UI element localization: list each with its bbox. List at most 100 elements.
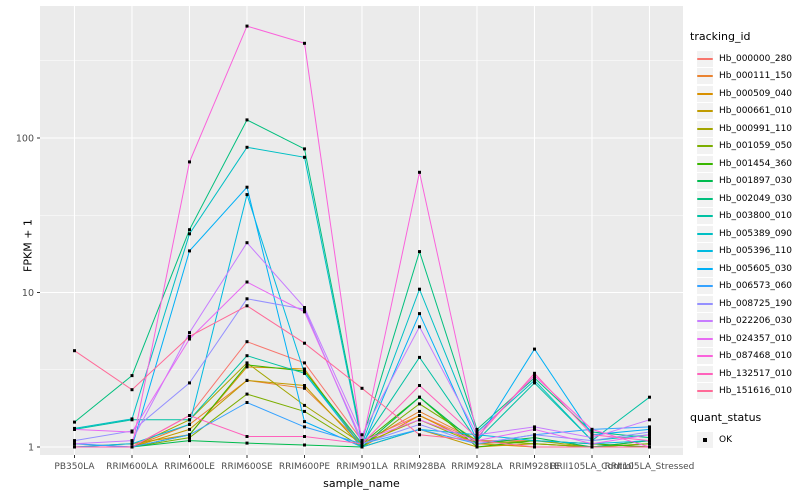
data-point-marker xyxy=(73,439,76,443)
legend-item-label: Hb_001059_050 xyxy=(719,141,793,152)
legend-item-Hb_000111_150: Hb_000111_150 xyxy=(690,68,798,86)
legend-quant-items: OK xyxy=(690,431,798,449)
y-tick-label: 10 xyxy=(22,288,34,299)
data-point-marker xyxy=(418,170,421,174)
data-point-marker xyxy=(648,395,651,399)
legend-key-swatch xyxy=(697,208,713,225)
data-point-marker xyxy=(303,41,306,45)
data-point-marker xyxy=(245,193,249,197)
data-point-marker xyxy=(73,349,76,353)
data-point-marker xyxy=(188,427,191,431)
y-tick-label: 1 xyxy=(28,443,34,454)
data-point-marker xyxy=(245,340,249,344)
data-point-marker xyxy=(188,337,191,341)
legend-title-tracking-id: tracking_id xyxy=(690,30,751,43)
legend-key-line xyxy=(697,302,713,305)
data-point-marker xyxy=(130,430,134,434)
legend-key-line xyxy=(697,145,713,148)
legend-key-line xyxy=(697,320,713,323)
data-point-marker xyxy=(245,441,249,445)
data-point-marker xyxy=(130,374,134,378)
x-tick-label: RRIM600LA xyxy=(106,462,158,472)
data-point-marker xyxy=(533,381,536,385)
data-point-marker xyxy=(188,381,191,385)
data-point-marker xyxy=(73,427,76,431)
legend-item-label: OK xyxy=(719,434,732,445)
legend-item-Hb_001059_050: Hb_001059_050 xyxy=(690,138,798,156)
legend-key-swatch xyxy=(697,260,713,277)
legend-item-label: Hb_000661_010 xyxy=(719,106,793,117)
data-point-marker xyxy=(648,430,651,434)
data-point-marker xyxy=(188,232,191,236)
y-axis-title: FPKM + 1 xyxy=(21,219,35,272)
data-point-marker xyxy=(188,160,191,164)
legend-key-line xyxy=(697,267,713,270)
data-point-marker xyxy=(475,427,479,431)
data-point-marker xyxy=(533,376,536,380)
legend-item-label: Hb_002049_030 xyxy=(719,193,793,204)
legend-key-line xyxy=(697,250,713,253)
data-point-marker xyxy=(188,331,191,335)
data-point-marker xyxy=(303,367,306,371)
data-point-marker xyxy=(590,442,594,446)
x-tick-label: RRIM928BA xyxy=(393,462,446,472)
legend-key-line xyxy=(697,180,713,183)
data-point-marker xyxy=(188,414,191,417)
legend-item-Hb_005396_110: Hb_005396_110 xyxy=(690,243,798,261)
legend-item-label: Hb_024357_010 xyxy=(719,333,793,344)
data-point-marker xyxy=(303,420,306,424)
x-axis: PB350LA RRIM600LA RRIM600LE RRIM600SE RRIM60… xyxy=(54,455,694,472)
data-point-marker xyxy=(418,312,421,316)
legend-item-label: Hb_008725_190 xyxy=(719,298,793,309)
legend-item-label: Hb_022206_030 xyxy=(719,316,793,327)
legend-item-Hb_001897_030: Hb_001897_030 xyxy=(690,173,798,191)
legend-quant-block: quant_status OK xyxy=(690,411,798,449)
data-point-marker xyxy=(303,409,306,413)
data-point-marker xyxy=(648,433,651,437)
data-point-marker xyxy=(590,430,594,434)
legend-key-line xyxy=(697,110,713,113)
legend-key-line xyxy=(697,355,713,358)
data-point-marker xyxy=(533,442,536,446)
x-tick-label: RRIM600LE xyxy=(164,462,215,472)
legend-item-Hb_024357_010: Hb_024357_010 xyxy=(690,330,798,348)
data-point-marker xyxy=(533,445,536,449)
data-point-marker xyxy=(245,401,249,404)
data-point-marker xyxy=(418,418,421,422)
data-point-marker xyxy=(245,378,249,382)
data-point-marker xyxy=(475,445,479,449)
data-point-marker xyxy=(303,341,306,345)
data-point-marker xyxy=(245,145,249,149)
data-point-marker xyxy=(245,304,249,308)
data-point-marker xyxy=(245,297,249,301)
legend-key-swatch xyxy=(697,330,713,347)
data-point-marker xyxy=(303,147,306,151)
black-square-point-icon xyxy=(703,437,707,442)
data-point-marker xyxy=(303,386,306,390)
data-point-marker xyxy=(245,361,249,365)
data-point-marker xyxy=(533,371,536,375)
data-point-marker xyxy=(590,439,594,443)
legend-item-label: Hb_151616_010 xyxy=(719,386,793,397)
data-point-marker xyxy=(303,384,306,387)
legend-item-Hb_132517_010: Hb_132517_010 xyxy=(690,365,798,383)
legend-item-label: Hb_001454_360 xyxy=(719,158,793,169)
y-axis: 1 10 100 xyxy=(16,134,40,454)
legend-item-label: Hb_006573_060 xyxy=(719,281,793,292)
data-point-marker xyxy=(303,435,306,438)
legend-item-Hb_002049_030: Hb_002049_030 xyxy=(690,190,798,208)
data-point-marker xyxy=(418,402,421,406)
data-point-marker xyxy=(533,427,536,431)
data-point-marker xyxy=(475,433,479,437)
data-point-marker xyxy=(360,386,364,390)
data-point-marker xyxy=(303,361,306,365)
data-point-marker xyxy=(303,369,306,373)
legend-item-label: Hb_000111_150 xyxy=(719,71,793,82)
legend-item-Hb_003800_010: Hb_003800_010 xyxy=(690,208,798,226)
x-tick-label: RRIM928LE xyxy=(509,462,560,472)
legend-key-line xyxy=(697,337,713,340)
data-point-marker xyxy=(245,365,249,369)
data-point-marker xyxy=(418,325,421,329)
data-point-marker xyxy=(418,384,421,387)
